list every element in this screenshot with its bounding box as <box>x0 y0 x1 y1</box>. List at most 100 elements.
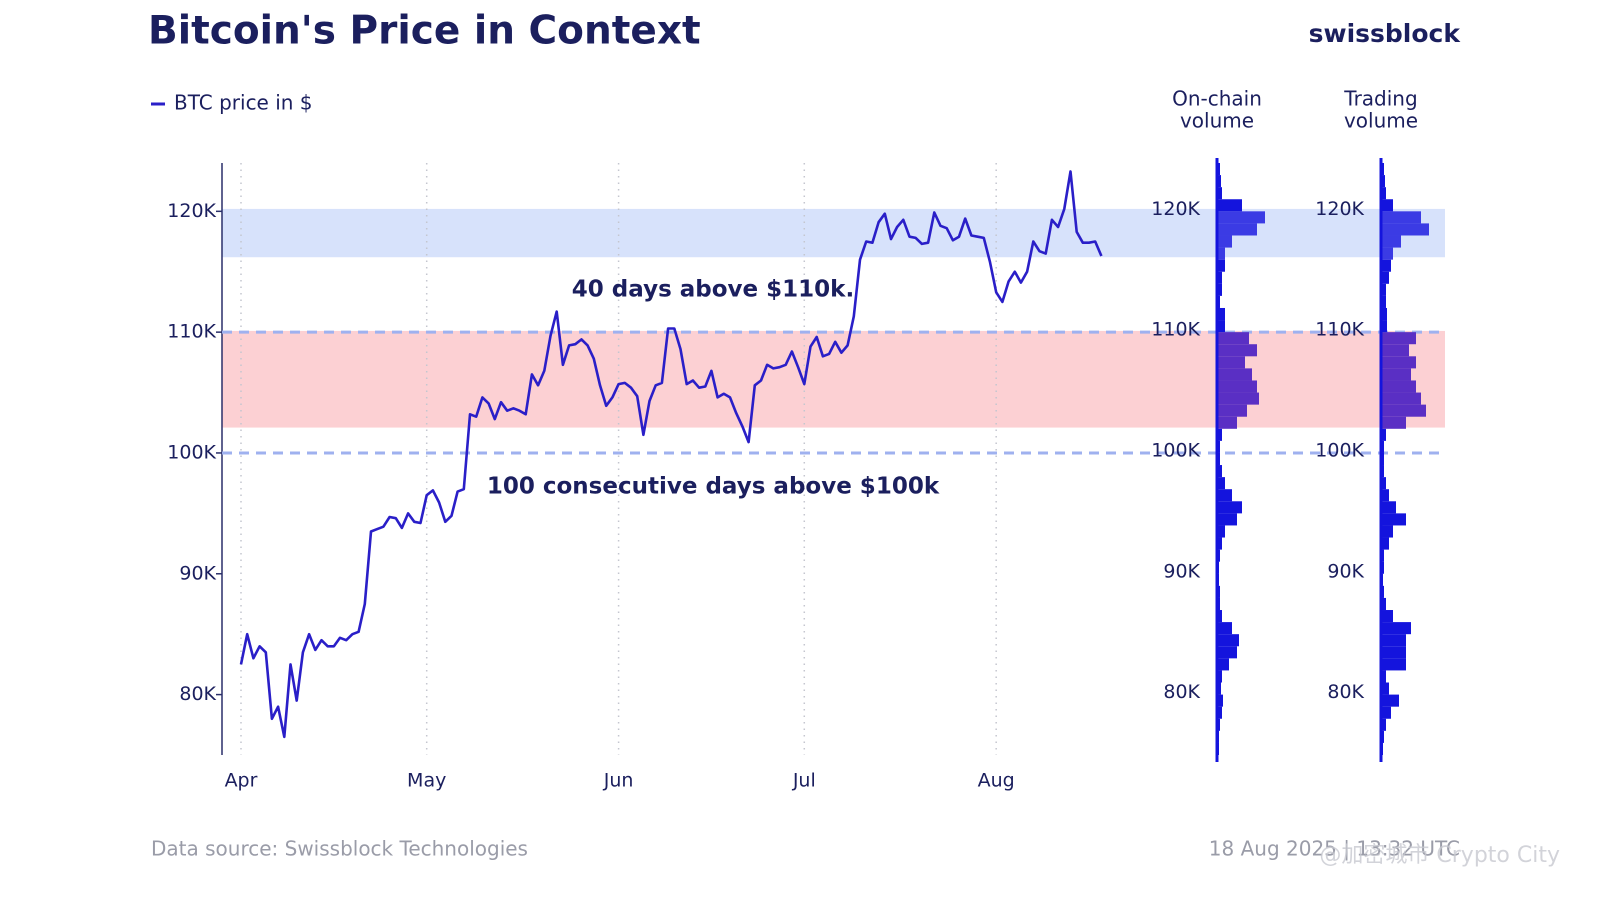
volume-bar <box>1217 646 1237 659</box>
volume-bar <box>1381 368 1411 381</box>
y-tick-label: 90K <box>179 562 216 584</box>
panel-title: volume <box>1344 109 1418 133</box>
volume-bar <box>1217 175 1221 188</box>
volume-bar <box>1217 416 1237 429</box>
panel-tick-label: 90K <box>1163 560 1200 582</box>
volume-bar <box>1217 332 1249 345</box>
panel-tick-label: 120K <box>1151 198 1200 220</box>
volume-bar <box>1217 223 1257 236</box>
volume-bar <box>1217 307 1225 321</box>
panel-tick-label: 110K <box>1315 319 1364 341</box>
volume-bar <box>1381 211 1421 224</box>
volume-bar <box>1217 344 1257 357</box>
y-tick-label: 110K <box>167 321 216 343</box>
volume-bar <box>1381 199 1393 212</box>
panel-tick-label: 80K <box>1327 681 1364 703</box>
panel-title: Trading <box>1343 87 1417 111</box>
panel-title: volume <box>1180 109 1254 133</box>
volume-bar <box>1381 307 1387 321</box>
volume-bar <box>1217 610 1222 623</box>
volume-bar <box>1217 634 1239 647</box>
volume-bar <box>1217 199 1242 212</box>
volume-bar <box>1381 694 1399 707</box>
volume-bar <box>1217 211 1265 224</box>
volume-bar <box>1381 259 1391 272</box>
volume-bar <box>1381 404 1426 417</box>
volume-bar <box>1381 537 1389 550</box>
y-tick-label: 80K <box>179 683 216 705</box>
volume-bar <box>1217 356 1245 369</box>
volume-bar <box>1217 501 1242 514</box>
volume-bar <box>1217 380 1257 393</box>
volume-bar <box>1381 670 1386 683</box>
volume-bar <box>1217 271 1222 284</box>
volume-bar <box>1217 187 1222 200</box>
volume-bar <box>1217 670 1222 683</box>
x-tick-label: Apr <box>225 770 258 792</box>
volume-bar <box>1217 283 1222 296</box>
volume-bar <box>1217 404 1247 417</box>
panel-tick-label: 100K <box>1315 439 1364 461</box>
volume-bar <box>1217 513 1237 526</box>
volume-bar <box>1381 646 1406 659</box>
volume-bar <box>1217 247 1225 260</box>
volume-bar <box>1217 320 1225 333</box>
annotation: 40 days above $110k. <box>572 276 854 302</box>
volume-bar <box>1381 247 1393 260</box>
y-tick-label: 100K <box>167 441 216 463</box>
panel-tick-label: 110K <box>1151 319 1200 341</box>
volume-bar <box>1381 489 1389 502</box>
timestamp: 18 Aug 2025 | 13:32 UTC <box>1209 837 1460 861</box>
volume-bar <box>1217 465 1222 478</box>
volume-bar <box>1381 416 1406 429</box>
volume-bar <box>1217 622 1232 635</box>
volume-bar <box>1217 682 1221 695</box>
volume-bar <box>1381 175 1385 188</box>
volume-bar <box>1217 694 1223 707</box>
volume-bar <box>1381 501 1396 514</box>
y-tick-label: 120K <box>167 200 216 222</box>
x-tick-label: Aug <box>978 770 1015 792</box>
volume-bar <box>1381 320 1387 333</box>
volume-bar <box>1381 610 1393 623</box>
x-tick-label: Jul <box>792 770 816 792</box>
chart-title: Bitcoin's Price in Context <box>148 9 701 54</box>
volume-bar <box>1381 622 1411 635</box>
volume-bar <box>1381 356 1416 369</box>
volume-bar <box>1217 235 1232 248</box>
volume-bar <box>1217 706 1222 719</box>
volume-bar <box>1217 525 1225 538</box>
panel-tick-label: 120K <box>1315 198 1364 220</box>
volume-bar <box>1381 658 1406 671</box>
x-tick-label: Jun <box>603 770 634 792</box>
volume-bar <box>1381 597 1386 611</box>
panel-tick-label: 100K <box>1151 439 1200 461</box>
volume-bar <box>1381 223 1429 236</box>
volume-bar <box>1217 477 1225 490</box>
legend-label: BTC price in $ <box>174 91 313 115</box>
volume-bar <box>1217 658 1229 671</box>
volume-bar <box>1381 682 1389 695</box>
volume-bar <box>1381 187 1386 200</box>
volume-bar <box>1381 235 1401 248</box>
volume-bar <box>1381 525 1393 538</box>
volume-bar <box>1217 537 1222 550</box>
volume-bar <box>1381 718 1386 731</box>
x-tick-label: May <box>407 770 446 792</box>
volume-bar <box>1381 344 1409 357</box>
volume-bar <box>1381 634 1406 647</box>
volume-bar <box>1381 271 1389 284</box>
volume-bar <box>1217 259 1225 272</box>
price-line <box>239 170 1103 739</box>
volume-bar <box>1381 380 1416 393</box>
volume-bar <box>1217 428 1222 441</box>
brand: swissblock <box>1309 19 1462 48</box>
volume-bar <box>1381 706 1391 719</box>
volume-bar <box>1217 368 1252 381</box>
panel-tick-label: 80K <box>1163 681 1200 703</box>
volume-bar <box>1217 489 1232 502</box>
volume-bar <box>1381 295 1386 308</box>
panel-tick-label: 90K <box>1327 560 1364 582</box>
volume-bar <box>1217 392 1259 405</box>
